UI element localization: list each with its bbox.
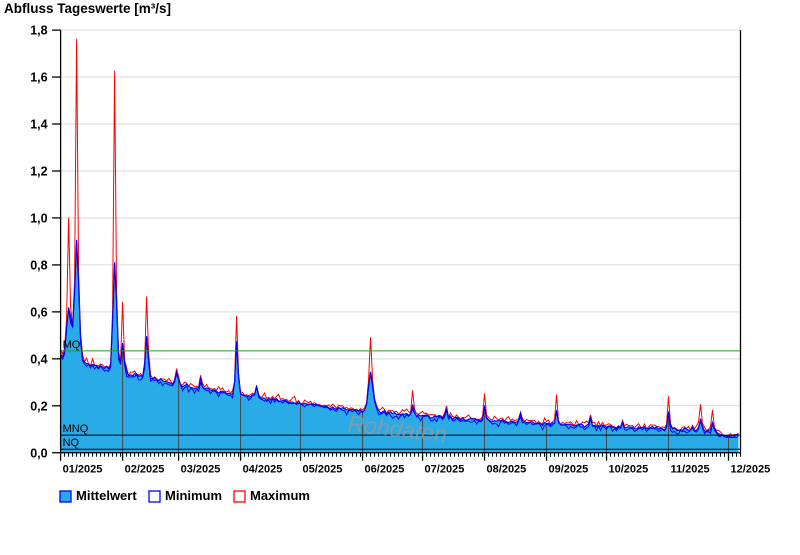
svg-text:MQ: MQ (63, 339, 81, 351)
svg-text:02/2025: 02/2025 (125, 463, 165, 475)
svg-text:05/2025: 05/2025 (303, 463, 343, 475)
svg-text:07/2025: 07/2025 (425, 463, 465, 475)
svg-text:01/2025: 01/2025 (63, 463, 103, 475)
svg-text:08/2025: 08/2025 (487, 463, 527, 475)
svg-text:0,0: 0,0 (30, 446, 47, 460)
svg-text:0,2: 0,2 (30, 399, 47, 413)
svg-text:03/2025: 03/2025 (181, 463, 221, 475)
svg-text:1,6: 1,6 (30, 71, 47, 85)
svg-text:1,8: 1,8 (30, 24, 47, 38)
svg-text:Minimum: Minimum (165, 488, 222, 503)
svg-text:04/2025: 04/2025 (243, 463, 283, 475)
svg-text:10/2025: 10/2025 (609, 463, 649, 475)
svg-text:Maximum: Maximum (250, 488, 310, 503)
svg-text:09/2025: 09/2025 (549, 463, 589, 475)
svg-text:MNQ: MNQ (63, 423, 89, 435)
svg-text:11/2025: 11/2025 (671, 463, 710, 475)
svg-text:Mittelwert: Mittelwert (76, 488, 137, 503)
svg-text:NQ: NQ (63, 437, 80, 449)
svg-text:0,8: 0,8 (30, 258, 47, 272)
svg-text:0,6: 0,6 (30, 305, 47, 319)
svg-text:1,2: 1,2 (30, 164, 47, 178)
svg-text:06/2025: 06/2025 (365, 463, 405, 475)
svg-text:1,0: 1,0 (30, 211, 47, 225)
svg-text:1,4: 1,4 (30, 118, 47, 132)
svg-text:12/2025: 12/2025 (731, 463, 771, 475)
svg-text:Abfluss Tageswerte [m³/s]: Abfluss Tageswerte [m³/s] (4, 1, 171, 16)
svg-text:0,4: 0,4 (30, 352, 47, 366)
